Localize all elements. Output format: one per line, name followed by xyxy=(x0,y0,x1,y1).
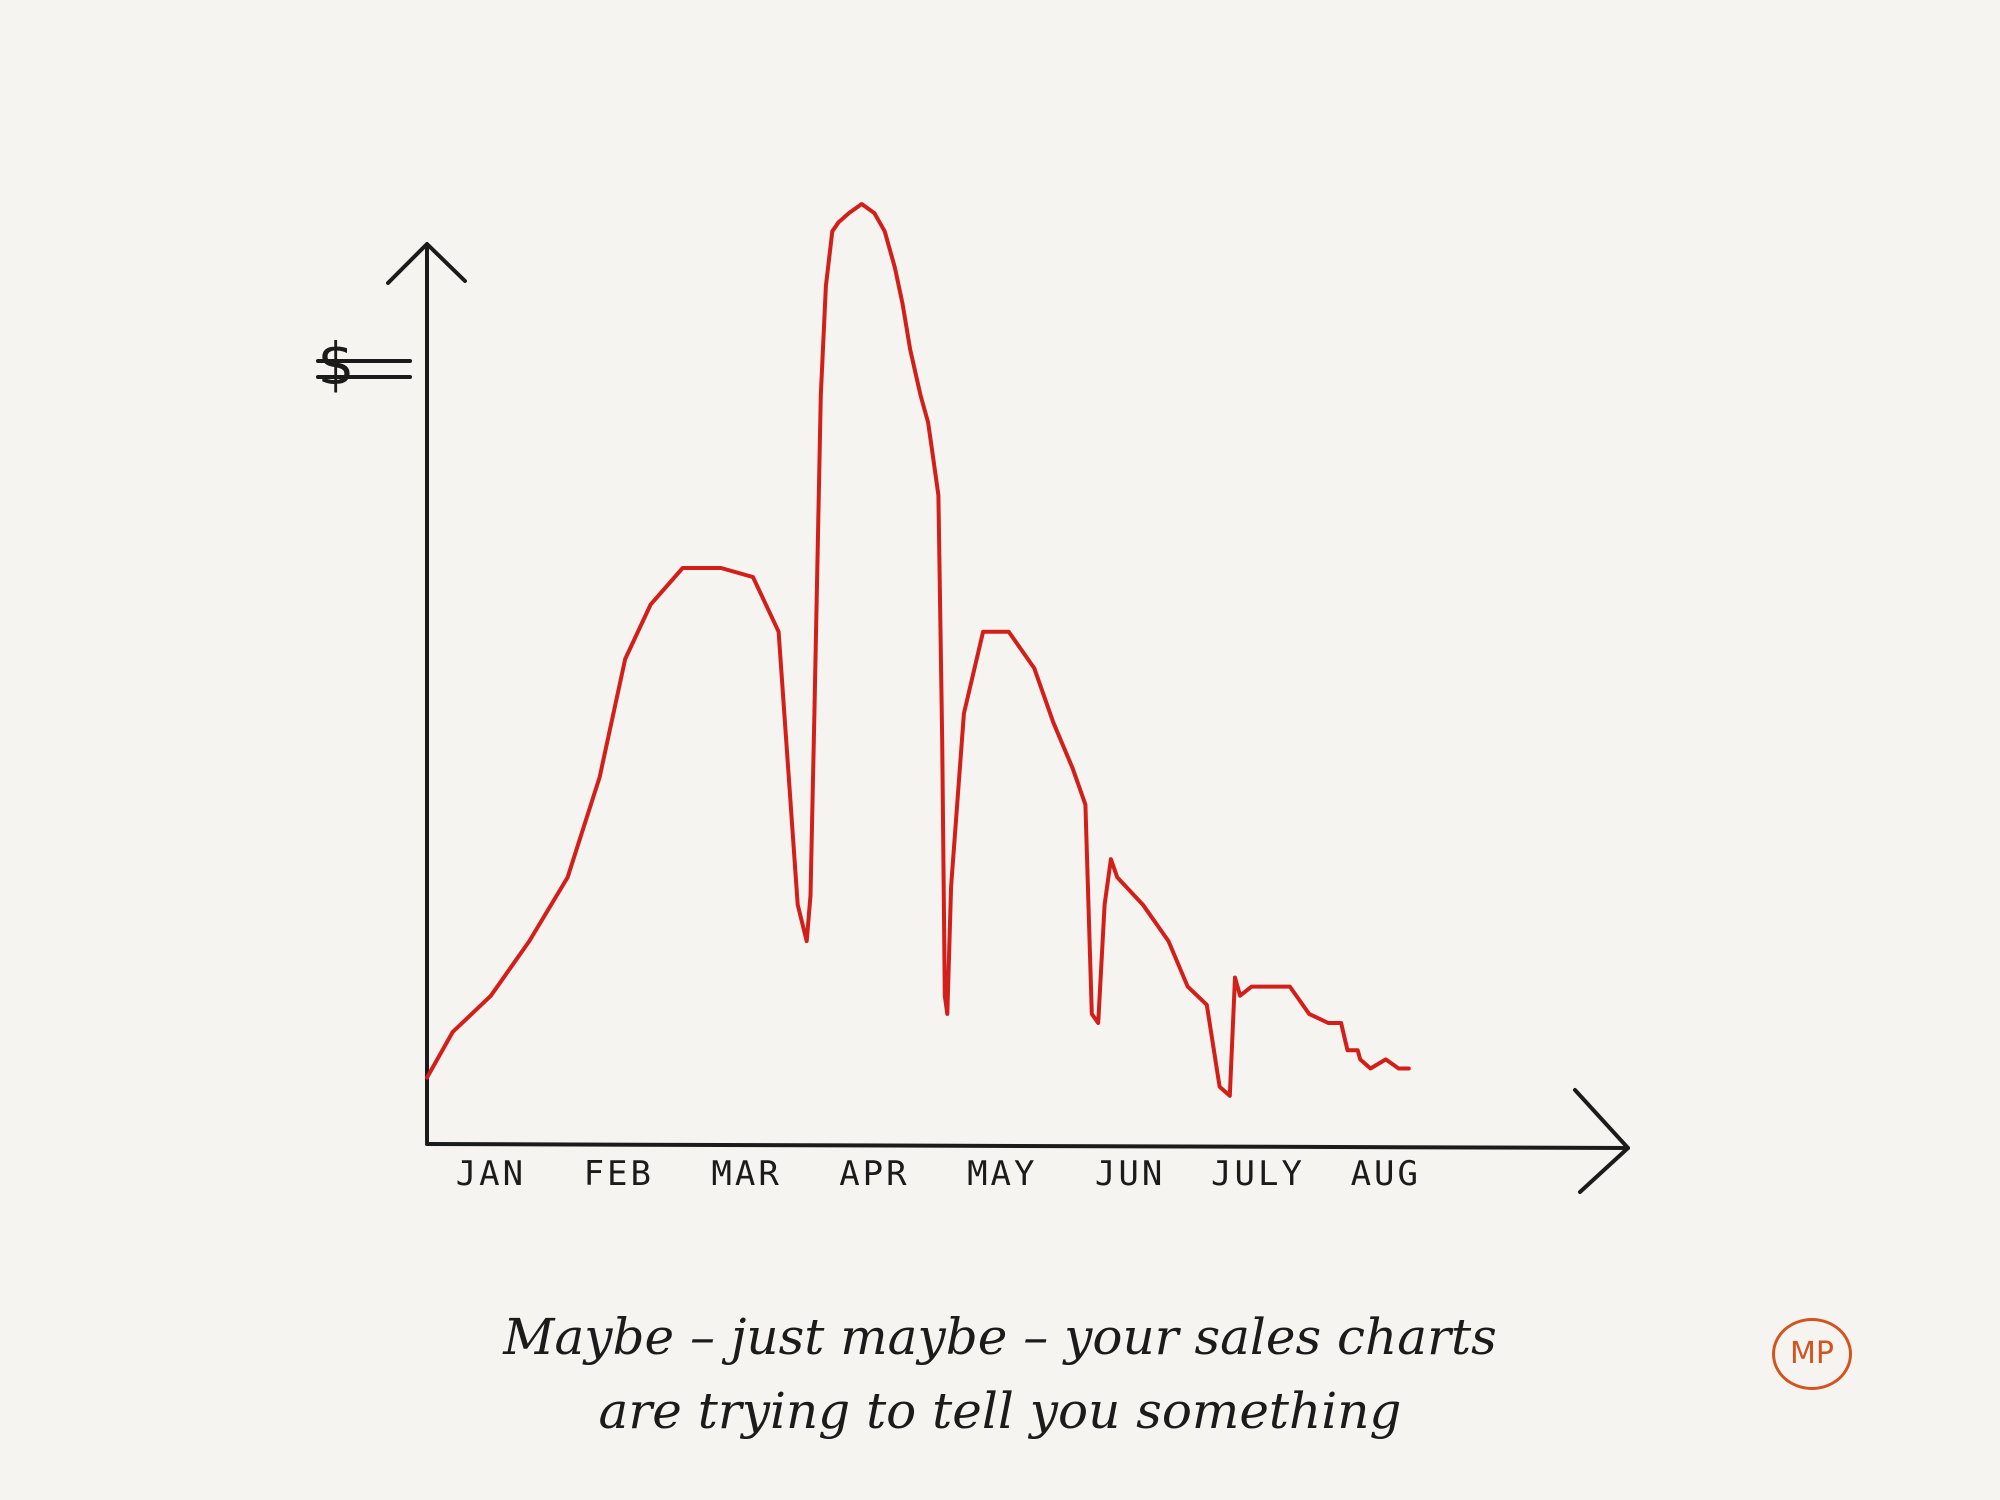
x-tick-label-jan: JAN xyxy=(456,1154,526,1194)
x-tick-label-feb: FEB xyxy=(584,1154,654,1194)
x-tick-label-mar: MAR xyxy=(711,1154,781,1194)
caption-line-2: are trying to tell you something xyxy=(598,1382,1402,1440)
x-tick-label-apr: APR xyxy=(839,1154,909,1194)
y-axis-label: $ xyxy=(318,330,355,398)
caption-line-1: Maybe – just maybe – your sales charts xyxy=(503,1308,1497,1366)
author-logo: MP xyxy=(1772,1318,1852,1390)
x-tick-label-july: JULY xyxy=(1211,1154,1305,1194)
y-axis-arrowhead xyxy=(386,242,467,285)
x-tick-label-jun: JUN xyxy=(1095,1154,1165,1194)
sales-series-line xyxy=(425,202,1411,1098)
x-tick-label-may: MAY xyxy=(967,1154,1037,1194)
x-tick-labels: JAN FEB MAR APR MAY JUN JULY AUG xyxy=(456,1154,1421,1194)
x-tick-label-aug: AUG xyxy=(1351,1154,1421,1194)
caption: Maybe – just maybe – your sales charts a… xyxy=(0,1300,2000,1448)
x-axis xyxy=(425,1142,1630,1150)
x-axis-arrowhead xyxy=(1573,1088,1630,1194)
